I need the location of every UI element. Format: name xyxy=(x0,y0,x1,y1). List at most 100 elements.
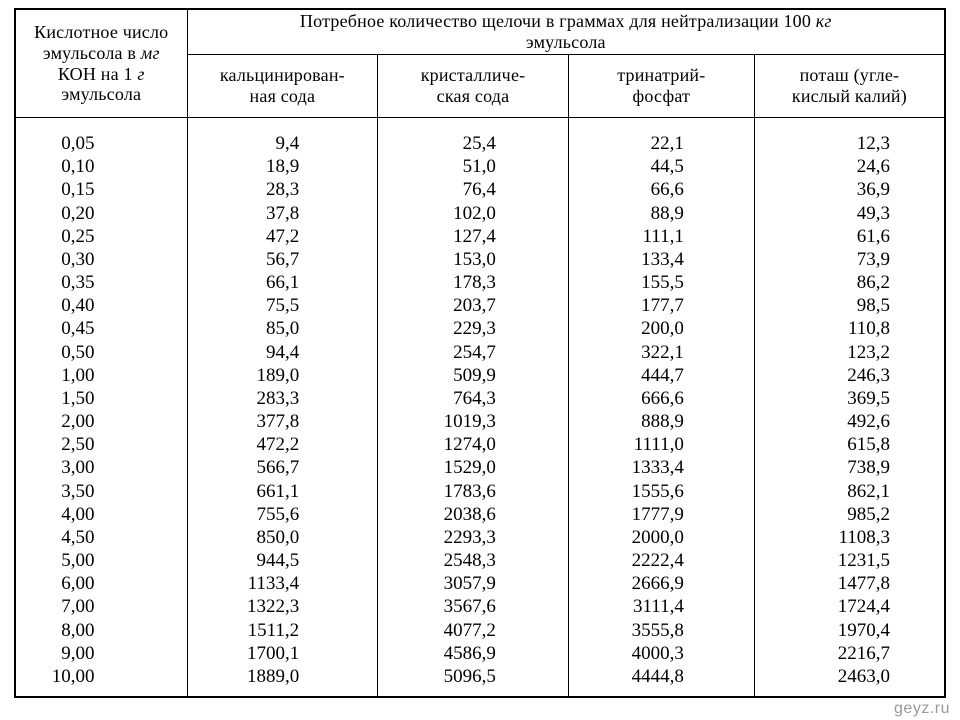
cell: 1700,1 xyxy=(187,642,378,665)
table-body: 0,059,425,422,112,30,1018,951,044,524,60… xyxy=(15,118,945,698)
cell: 75,5 xyxy=(187,294,378,317)
table-row: 4,00755,62038,61777,9985,2 xyxy=(15,503,945,526)
cell: 73,9 xyxy=(754,248,945,271)
cell: 0,40 xyxy=(15,294,187,317)
header-col-3: тринатрий-фосфат xyxy=(568,55,754,118)
table-row: 0,4075,5203,7177,798,5 xyxy=(15,294,945,317)
table-row: 0,2547,2127,4111,161,6 xyxy=(15,225,945,248)
cell: 764,3 xyxy=(378,387,569,410)
cell: 0,25 xyxy=(15,225,187,248)
table-row: 0,1018,951,044,524,6 xyxy=(15,155,945,178)
cell: 615,8 xyxy=(754,433,945,456)
cell: 2548,3 xyxy=(378,549,569,572)
cell: 36,9 xyxy=(754,178,945,201)
cell: 56,7 xyxy=(187,248,378,271)
header-rowhead: Кислотное числоэмульсола в мгКОН на 1 гэ… xyxy=(15,9,187,118)
table-row: 9,001700,14586,94000,32216,7 xyxy=(15,642,945,665)
cell: 566,7 xyxy=(187,456,378,479)
cell: 25,4 xyxy=(378,132,569,155)
cell: 3057,9 xyxy=(378,572,569,595)
header-col-4-text: поташ (угле-кислый калий) xyxy=(792,65,907,106)
cell: 2,00 xyxy=(15,410,187,433)
cell: 178,3 xyxy=(378,271,569,294)
cell: 7,00 xyxy=(15,595,187,618)
table-row: 3,50661,11783,61555,6862,1 xyxy=(15,480,945,503)
cell: 76,4 xyxy=(378,178,569,201)
cell: 738,9 xyxy=(754,456,945,479)
cell: 9,00 xyxy=(15,642,187,665)
cell: 49,3 xyxy=(754,202,945,225)
table-row: 8,001511,24077,23555,81970,4 xyxy=(15,619,945,642)
cell: 1333,4 xyxy=(568,456,754,479)
cell: 1231,5 xyxy=(754,549,945,572)
gap-row xyxy=(15,118,945,133)
table-row: 0,5094,4254,7322,1123,2 xyxy=(15,341,945,364)
table-row: 10,001889,05096,54444,82463,0 xyxy=(15,665,945,688)
header-col-2: кристалличе-ская сода xyxy=(378,55,569,118)
header-rowhead-text: Кислотное числоэмульсола в мгКОН на 1 гэ… xyxy=(34,22,168,104)
cell: 4444,8 xyxy=(568,665,754,688)
cell: 2666,9 xyxy=(568,572,754,595)
cell: 755,6 xyxy=(187,503,378,526)
cell: 2463,0 xyxy=(754,665,945,688)
cell: 0,10 xyxy=(15,155,187,178)
cell: 94,4 xyxy=(187,341,378,364)
cell: 44,5 xyxy=(568,155,754,178)
table-row: 0,3566,1178,3155,586,2 xyxy=(15,271,945,294)
cell: 102,0 xyxy=(378,202,569,225)
cell: 2000,0 xyxy=(568,526,754,549)
cell: 22,1 xyxy=(568,132,754,155)
cell: 283,3 xyxy=(187,387,378,410)
cell: 1,00 xyxy=(15,364,187,387)
cell: 1511,2 xyxy=(187,619,378,642)
cell: 9,4 xyxy=(187,132,378,155)
cell: 4586,9 xyxy=(378,642,569,665)
cell: 1,50 xyxy=(15,387,187,410)
cell: 155,5 xyxy=(568,271,754,294)
cell: 1019,3 xyxy=(378,410,569,433)
cell: 98,5 xyxy=(754,294,945,317)
cell: 444,7 xyxy=(568,364,754,387)
header-col-4: поташ (угле-кислый калий) xyxy=(754,55,945,118)
cell: 51,0 xyxy=(378,155,569,178)
table-row: 6,001133,43057,92666,91477,8 xyxy=(15,572,945,595)
cell: 1322,3 xyxy=(187,595,378,618)
cell: 3,00 xyxy=(15,456,187,479)
cell: 1133,4 xyxy=(187,572,378,595)
cell: 37,8 xyxy=(187,202,378,225)
cell: 492,6 xyxy=(754,410,945,433)
table-row: 7,001322,33567,63111,41724,4 xyxy=(15,595,945,618)
cell: 0,45 xyxy=(15,317,187,340)
table-row: 0,4585,0229,3200,0110,8 xyxy=(15,317,945,340)
cell: 0,20 xyxy=(15,202,187,225)
cell: 86,2 xyxy=(754,271,945,294)
cell: 1724,4 xyxy=(754,595,945,618)
cell: 8,00 xyxy=(15,619,187,642)
cell: 127,4 xyxy=(378,225,569,248)
cell: 3567,6 xyxy=(378,595,569,618)
cell: 4,00 xyxy=(15,503,187,526)
cell: 123,2 xyxy=(754,341,945,364)
cell: 0,35 xyxy=(15,271,187,294)
header-col-1-text: кальцинирован-ная сода xyxy=(220,65,345,106)
table-row: 1,00189,0509,9444,7246,3 xyxy=(15,364,945,387)
table-row: 4,50850,02293,32000,01108,3 xyxy=(15,526,945,549)
cell: 110,8 xyxy=(754,317,945,340)
table-row: 0,059,425,422,112,3 xyxy=(15,132,945,155)
cell: 200,0 xyxy=(568,317,754,340)
cell: 3111,4 xyxy=(568,595,754,618)
cell: 1529,0 xyxy=(378,456,569,479)
cell: 203,7 xyxy=(378,294,569,317)
cell: 66,6 xyxy=(568,178,754,201)
header-col-1: кальцинирован-ная сода xyxy=(187,55,378,118)
cell: 1970,4 xyxy=(754,619,945,642)
cell: 2038,6 xyxy=(378,503,569,526)
table-row: 0,3056,7153,0133,473,9 xyxy=(15,248,945,271)
cell: 66,1 xyxy=(187,271,378,294)
cell: 177,7 xyxy=(568,294,754,317)
cell: 1477,8 xyxy=(754,572,945,595)
cell: 472,2 xyxy=(187,433,378,456)
cell: 3555,8 xyxy=(568,619,754,642)
cell: 509,9 xyxy=(378,364,569,387)
cell: 1555,6 xyxy=(568,480,754,503)
